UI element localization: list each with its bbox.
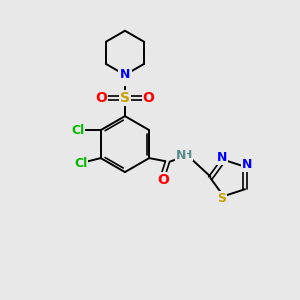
Text: O: O xyxy=(142,91,154,105)
Text: N: N xyxy=(119,71,131,85)
Text: N: N xyxy=(242,158,253,171)
Text: N: N xyxy=(217,151,227,164)
Text: S: S xyxy=(218,192,226,205)
Text: N: N xyxy=(120,68,130,81)
Text: O: O xyxy=(95,91,107,105)
Text: O: O xyxy=(157,173,169,187)
Text: Cl: Cl xyxy=(71,124,85,136)
Text: N: N xyxy=(176,149,186,162)
Text: S: S xyxy=(120,91,130,105)
Text: Cl: Cl xyxy=(74,157,88,170)
Text: H: H xyxy=(183,150,192,160)
